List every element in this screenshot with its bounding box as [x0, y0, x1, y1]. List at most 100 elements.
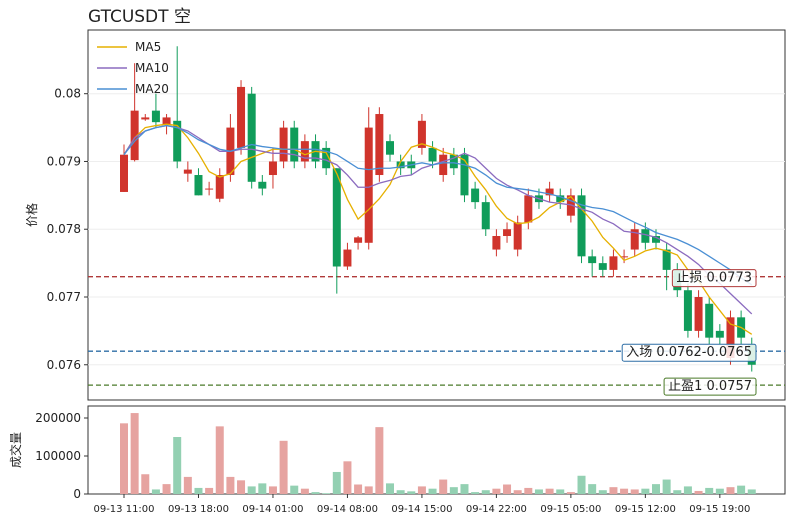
candle-body: [715, 330, 724, 338]
candle-body: [183, 169, 192, 174]
candle-body: [503, 229, 512, 237]
volume-bar: [609, 487, 618, 494]
volume-bar: [290, 485, 299, 494]
volume-bar: [396, 490, 405, 494]
volume-bar: [162, 484, 171, 494]
candle-body: [609, 256, 618, 270]
volume-bar: [151, 489, 160, 494]
price-frame: [87, 29, 786, 401]
candle-body: [620, 256, 629, 258]
volume-bar: [545, 488, 554, 494]
volume-bar: [300, 488, 309, 494]
volume-bar: [439, 479, 448, 494]
volume-bar: [630, 489, 639, 494]
candle-body: [417, 120, 426, 148]
candle-body: [705, 303, 714, 338]
candle-body: [343, 249, 352, 267]
level-label: 止损 0.0773: [671, 269, 757, 288]
candle-body: [726, 317, 735, 358]
volume-bar: [566, 492, 575, 494]
volume-bar: [460, 484, 469, 494]
candle-body: [577, 195, 586, 257]
volume-bar: [268, 486, 277, 494]
candle-body: [162, 117, 171, 125]
volume-bar: [513, 490, 522, 494]
y-axis-label: 成交量: [8, 432, 23, 468]
volume-bar: [258, 483, 267, 494]
x-tick-label: 09-14 15:00: [391, 504, 452, 515]
volume-bar: [620, 488, 629, 494]
candle-body: [630, 229, 639, 250]
volume-bar: [205, 487, 214, 494]
candle-body: [481, 202, 490, 230]
volume-bar: [726, 487, 735, 494]
candle-body: [556, 195, 565, 203]
volume-bar: [130, 413, 139, 494]
volume-frame: [87, 405, 786, 495]
candle-body: [205, 188, 214, 190]
candle-body: [215, 175, 224, 199]
candle-body: [279, 127, 288, 162]
x-tick-label: 09-15 12:00: [615, 504, 676, 515]
x-tick-label: 09-14 22:00: [466, 504, 527, 515]
volume-bar: [715, 488, 724, 494]
volume-bar: [183, 476, 192, 494]
volume-bar: [215, 426, 224, 494]
candle-body: [662, 249, 671, 270]
x-tick-label: 09-13 11:00: [93, 504, 154, 515]
volume-bar: [279, 440, 288, 494]
candle-body: [694, 296, 703, 331]
candle-body: [460, 154, 469, 196]
candle-body: [247, 93, 256, 182]
candle-body: [492, 236, 501, 250]
y-tick-label: 0.079: [47, 154, 81, 168]
volume-bar: [417, 486, 426, 494]
y-tick-label: 0.077: [47, 290, 81, 304]
volume-bar: [354, 484, 363, 494]
x-tick-label: 09-14 08:00: [317, 504, 378, 515]
candle-body: [471, 188, 480, 203]
volume-bar: [226, 476, 235, 494]
level-label-text: 止盈1 0.0757: [668, 379, 752, 394]
candle-body: [322, 147, 331, 169]
volume-bar: [492, 488, 501, 494]
candle-body: [641, 229, 650, 243]
candle-body: [375, 114, 384, 176]
candle-body: [449, 154, 458, 169]
level-label-box: [621, 343, 757, 362]
candle-body: [141, 117, 150, 120]
volume-bar: [481, 490, 490, 494]
volume-bar: [247, 486, 256, 494]
volume-bar: [120, 423, 128, 494]
y-tick-label: 0.08: [54, 87, 81, 101]
level-label: 入场 0.0762-0.0765: [621, 343, 757, 362]
candle-body: [588, 256, 597, 264]
candle-body: [364, 127, 373, 243]
candle-body: [258, 181, 267, 189]
volume-bar: [364, 486, 373, 494]
volume-bar: [652, 484, 660, 494]
candle-body: [173, 120, 182, 162]
candle-body: [545, 188, 554, 196]
candle-body: [194, 175, 203, 196]
x-tick-label: 09-15 05:00: [540, 504, 601, 515]
candle-body: [439, 154, 448, 176]
level-label-box: [663, 377, 757, 396]
volume-bar: [449, 487, 458, 494]
candle-body: [683, 290, 692, 331]
volume-bar: [683, 486, 692, 494]
chart-title: GTCUSDT 空: [88, 7, 191, 27]
candle-body: [332, 168, 341, 267]
volume-bar: [641, 488, 650, 494]
candle-body: [513, 222, 522, 250]
candle-body: [268, 161, 277, 176]
volume-bar: [375, 427, 384, 494]
volume-bar: [737, 485, 746, 494]
volume-bar: [311, 492, 320, 494]
volume-bar: [524, 487, 533, 494]
legend-label: MA20: [135, 82, 169, 96]
y-tick-label: 0.078: [47, 222, 81, 236]
volume-bar: [322, 493, 331, 494]
candle-body: [598, 263, 607, 270]
